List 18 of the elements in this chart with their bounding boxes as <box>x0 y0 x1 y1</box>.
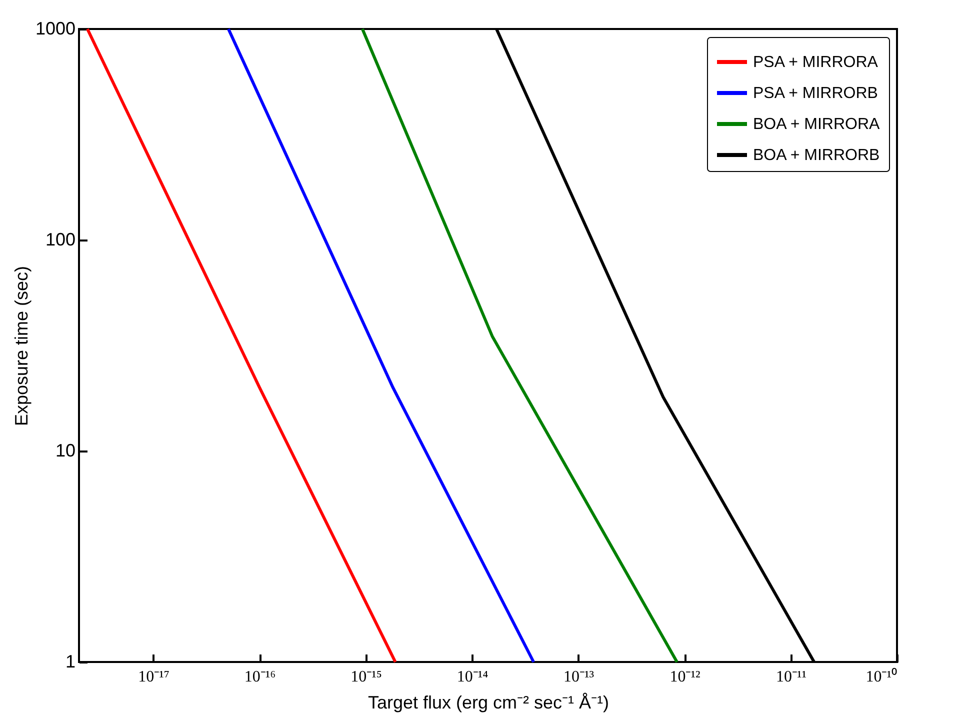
x-tick-label: 10⁻¹¹ <box>776 668 807 686</box>
legend-label: BOA + MIRRORA <box>753 116 880 133</box>
x-tick-label: 10⁻¹² <box>670 668 701 686</box>
x-tick-label: 10⁻¹⁷ <box>138 668 170 686</box>
y-tick-label: 1 <box>65 652 76 672</box>
x-tick-label: 10⁻¹⁵ <box>350 668 382 686</box>
y-axis-title: Exposure time (sec) <box>11 266 32 426</box>
y-tick-label: 1000 <box>35 18 76 38</box>
y-tick-label: 10 <box>55 440 76 460</box>
legend-label: PSA + MIRRORA <box>753 54 878 71</box>
y-tick-label: 100 <box>45 230 76 250</box>
legend-label: PSA + MIRRORB <box>753 85 878 102</box>
x-tick-label: 10⁻¹⁶ <box>244 668 276 686</box>
x-tick-label: 10⁻¹⁰ <box>866 668 898 686</box>
x-axis-title: Target flux (erg cm⁻² sec⁻¹ Å⁻¹) <box>368 692 610 712</box>
x-tick-label: 10⁻¹³ <box>563 668 594 686</box>
x-tick-label: 10⁻¹⁴ <box>456 668 489 686</box>
legend-label: BOA + MIRRORB <box>753 147 880 164</box>
